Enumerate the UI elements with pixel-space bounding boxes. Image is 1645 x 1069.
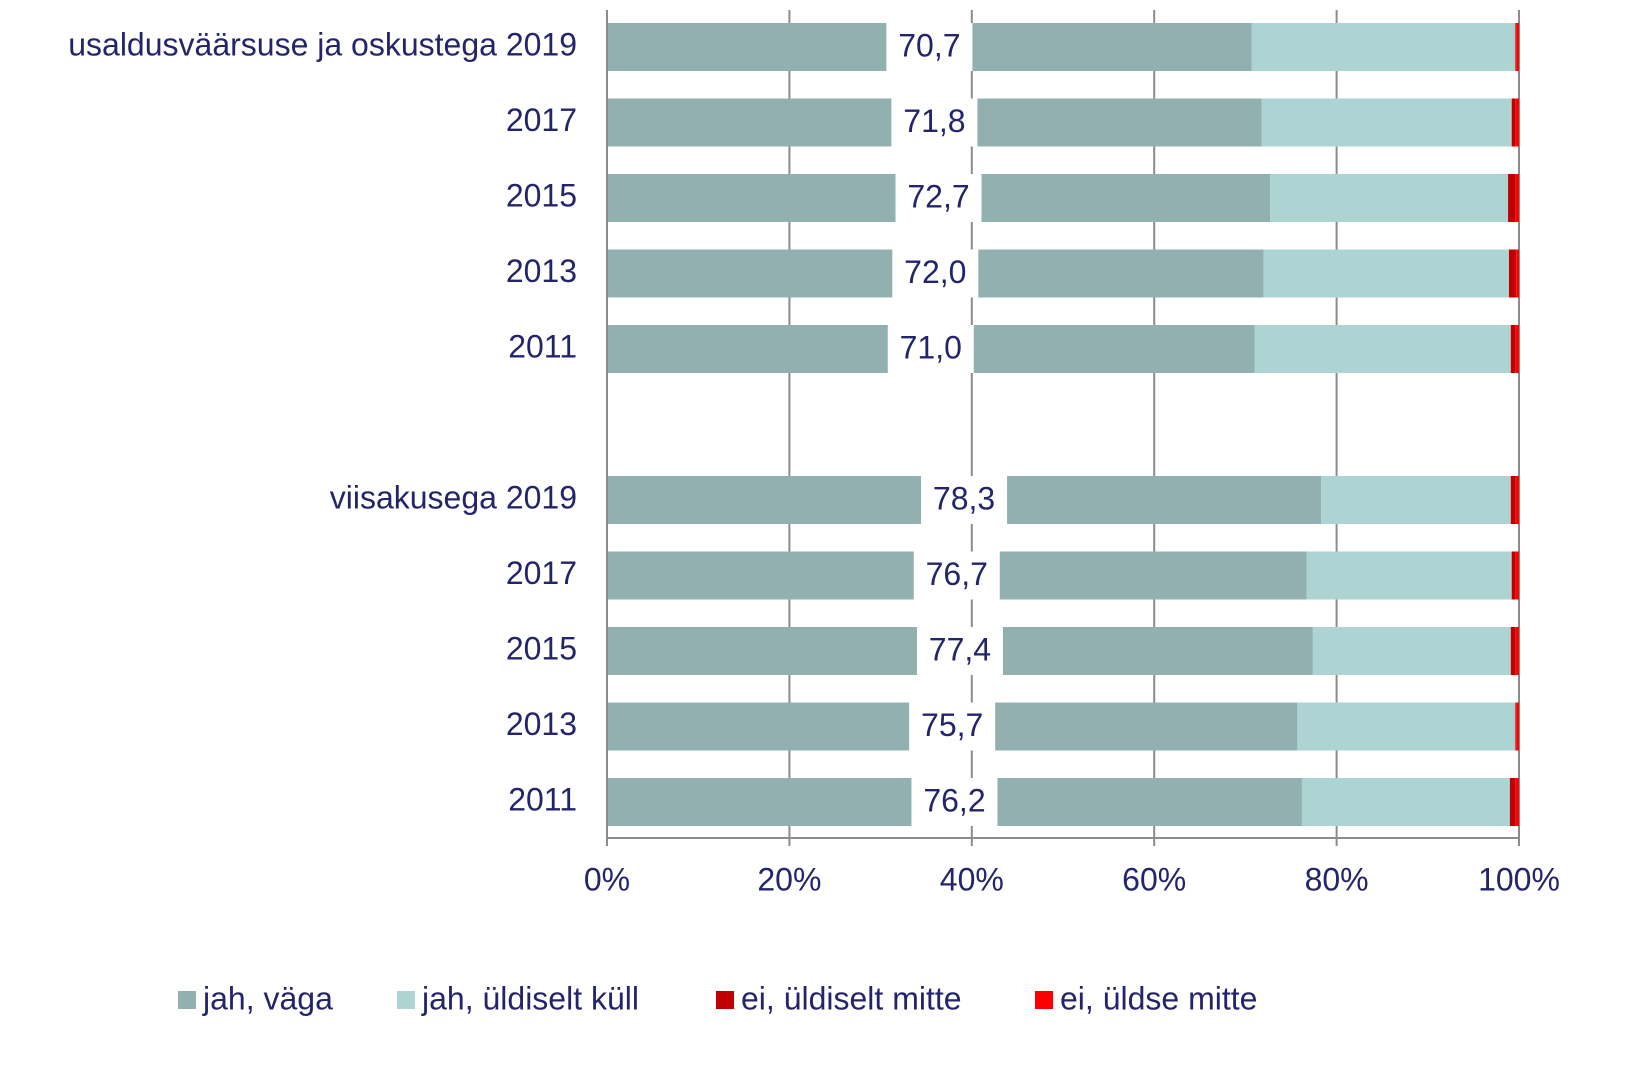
bar-segment [1515, 778, 1519, 826]
legend-label: jah, väga [202, 980, 333, 1016]
bar-segment [1270, 174, 1509, 222]
bar-segment [1516, 23, 1519, 71]
x-tick-label: 0% [584, 861, 630, 897]
data-label-bg [911, 778, 998, 826]
data-label-bg [916, 627, 1003, 675]
bar-segment [1510, 627, 1516, 675]
data-label: 71,8 [903, 103, 965, 139]
y-tick-label: 2017 [506, 102, 577, 138]
bar-segment [1510, 476, 1516, 524]
bar-segment [1515, 23, 1517, 71]
legend-label: ei, üldse mitte [1060, 980, 1257, 1016]
data-label-bg [909, 702, 996, 751]
y-tick-label: viisakusega 2019 [330, 479, 577, 515]
bar-segment [1515, 325, 1519, 373]
y-tick-label: 2015 [506, 630, 577, 666]
data-label: 72,0 [904, 254, 966, 290]
bar-segment [1511, 551, 1516, 600]
y-tick-label: 2013 [506, 253, 577, 289]
x-tick-label: 60% [1122, 861, 1186, 897]
bar-segment [1509, 778, 1516, 826]
data-label-bg [921, 476, 1008, 524]
bar-segment [1508, 174, 1516, 222]
data-label: 76,7 [926, 556, 988, 592]
bar-segment [1306, 551, 1512, 600]
data-label: 70,7 [898, 27, 960, 63]
data-label-bg [913, 551, 1000, 600]
bar-segment [1312, 627, 1511, 675]
y-tick-label: usaldusväärsuse ja oskustega 2019 [68, 26, 577, 62]
data-label: 78,3 [933, 480, 995, 516]
bar-segment [1516, 249, 1519, 298]
data-label: 71,0 [900, 329, 962, 365]
bar-segment [1515, 98, 1519, 147]
data-label: 72,7 [907, 178, 969, 214]
bar-segment [1511, 98, 1516, 147]
y-tick-label: 2017 [506, 555, 577, 591]
bar-segment [1515, 476, 1519, 524]
data-label-bg [891, 98, 978, 147]
bar-segment [1508, 249, 1517, 298]
bar-segment [1321, 476, 1511, 524]
bar-segment [1515, 551, 1519, 600]
data-label-bg [895, 174, 982, 222]
bar-segment [1515, 174, 1519, 222]
bar-segment [1515, 627, 1519, 675]
bar-segment [1510, 325, 1516, 373]
data-label: 77,4 [929, 631, 991, 667]
y-tick-label: 2015 [506, 177, 577, 213]
legend-swatch [1035, 991, 1053, 1009]
y-tick-label: 2011 [508, 328, 577, 364]
x-tick-label: 100% [1478, 861, 1560, 897]
x-tick-label: 40% [940, 861, 1004, 897]
legend-label: jah, üldiselt küll [421, 980, 639, 1016]
y-tick-label: 2013 [506, 706, 577, 742]
legend-swatch [716, 991, 734, 1009]
bar-segment [1301, 778, 1510, 826]
legend-label: ei, üldiselt mitte [741, 980, 962, 1016]
bar-segment [1261, 98, 1512, 147]
y-tick-label: 2011 [508, 781, 577, 817]
data-label-bg [887, 325, 974, 373]
bar-segment [1251, 23, 1516, 71]
bar-segment [1516, 702, 1519, 751]
bar-segment [1254, 325, 1511, 373]
x-tick-label: 80% [1305, 861, 1369, 897]
data-label: 76,2 [923, 782, 985, 818]
bar-segment [1297, 702, 1516, 751]
data-label-bg [886, 23, 973, 71]
x-tick-label: 20% [757, 861, 821, 897]
legend-swatch [178, 991, 196, 1009]
data-label-bg [892, 249, 979, 298]
legend-swatch [397, 991, 415, 1009]
data-label: 75,7 [921, 707, 983, 743]
bar-segment [1263, 249, 1509, 298]
bar-segment [1515, 702, 1517, 751]
